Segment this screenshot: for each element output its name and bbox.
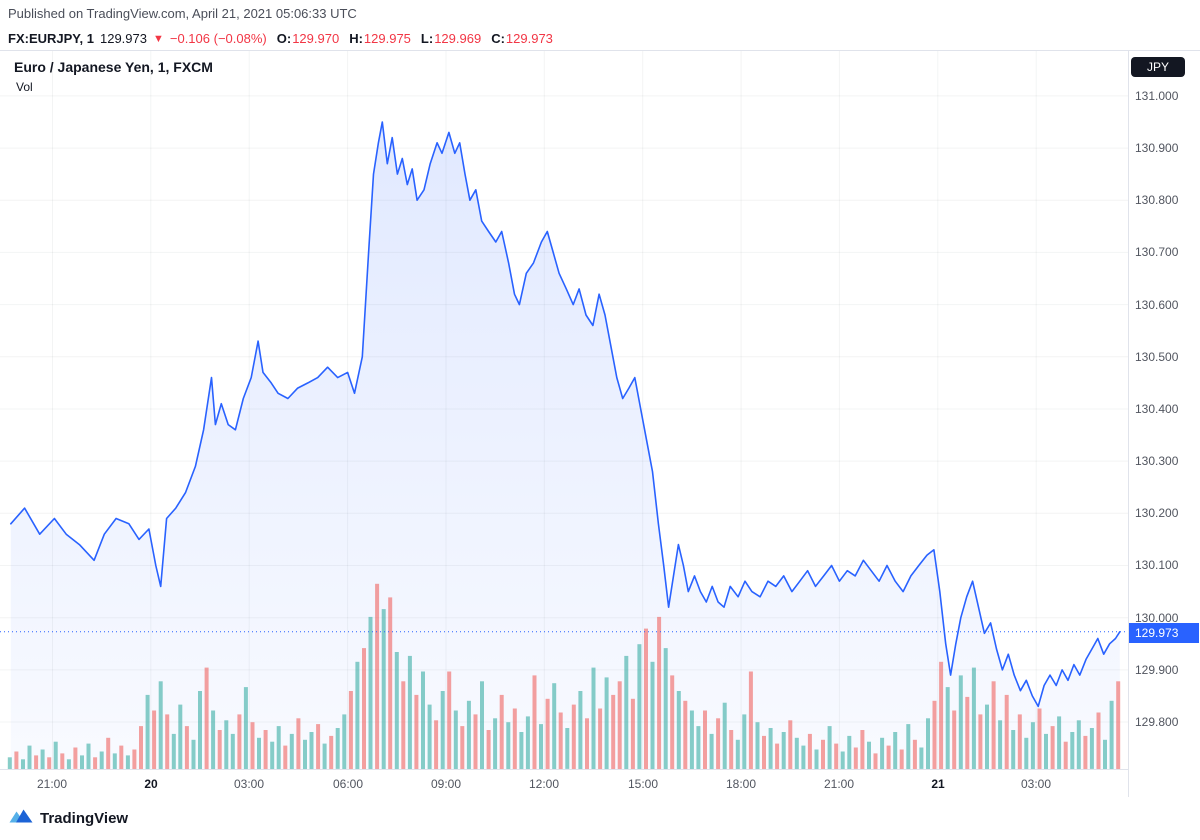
last-price: 129.973 (99, 31, 147, 46)
symbol-info-bar: FX:EURJPY, 1 129.973 ▼ −0.106 (−0.08%) O… (0, 24, 1200, 50)
last-price-badge: 129.973 (1129, 623, 1199, 643)
y-axis-label: 130.500 (1135, 350, 1179, 364)
x-axis-label: 12:00 (528, 777, 560, 791)
y-axis-label: 130.100 (1135, 558, 1179, 572)
y-axis-label: 129.800 (1135, 715, 1179, 729)
tradingview-logo-icon[interactable] (8, 806, 34, 831)
y-axis-label: 130.000 (1135, 611, 1179, 625)
chart-area: Euro / Japanese Yen, 1, FXCM Vol JPY 131… (0, 50, 1200, 797)
y-axis-label: 130.800 (1135, 193, 1179, 207)
price-axis[interactable]: JPY 131.000 130.900 130.800 130.700 130.600 1… (1128, 51, 1200, 797)
x-axis-label: 18:00 (725, 777, 757, 791)
down-triangle-icon: ▼ (152, 32, 164, 45)
y-axis-label: 131.000 (1135, 89, 1179, 103)
chart-legend-title[interactable]: Euro / Japanese Yen, 1, FXCM (14, 59, 213, 75)
high-value: H: 129.975 (349, 31, 411, 46)
y-axis-label: 130.700 (1135, 245, 1179, 259)
currency-badge: JPY (1131, 57, 1185, 77)
volume-indicator-label[interactable]: Vol (16, 80, 33, 94)
published-line: Published on TradingView.com, April 21, … (8, 6, 357, 21)
x-axis-label: 06:00 (332, 777, 364, 791)
y-axis-label: 130.600 (1135, 298, 1179, 312)
y-axis-label: 130.300 (1135, 454, 1179, 468)
x-axis-label: 20 (144, 777, 158, 791)
y-axis-label: 130.400 (1135, 402, 1179, 416)
ohlc-group: O: 129.970 H: 129.975 L: 129.969 C: 129.973 (277, 31, 553, 46)
x-axis-label: 21:00 (823, 777, 855, 791)
y-axis-label: 130.900 (1135, 141, 1179, 155)
tradingview-brand[interactable]: TradingView (40, 809, 129, 827)
low-value: L: 129.969 (420, 31, 482, 46)
x-axis-label: 21 (931, 777, 945, 791)
x-axis-label: 03:00 (1020, 777, 1052, 791)
open-value: O: 129.970 (276, 31, 340, 46)
x-axis-label: 21:00 (36, 777, 68, 791)
chart-legend: Euro / Japanese Yen, 1, FXCM Vol (14, 59, 213, 94)
price-change: −0.106 (−0.08%) (169, 31, 267, 46)
y-axis-label: 130.200 (1135, 506, 1179, 520)
symbol-name[interactable]: FX:EURJPY, 1 (8, 31, 94, 46)
x-axis-label: 03:00 (233, 777, 265, 791)
price-chart-canvas[interactable] (0, 51, 1128, 769)
close-value: C: 129.973 (491, 31, 553, 46)
footer: TradingView (0, 796, 1200, 840)
x-axis-label: 15:00 (627, 777, 659, 791)
time-axis[interactable]: 21:00 20 03:00 06:00 09:00 12:00 15:00 18:00 21:… (0, 769, 1128, 797)
x-axis-label: 09:00 (430, 777, 462, 791)
y-axis-label: 129.900 (1135, 663, 1179, 677)
